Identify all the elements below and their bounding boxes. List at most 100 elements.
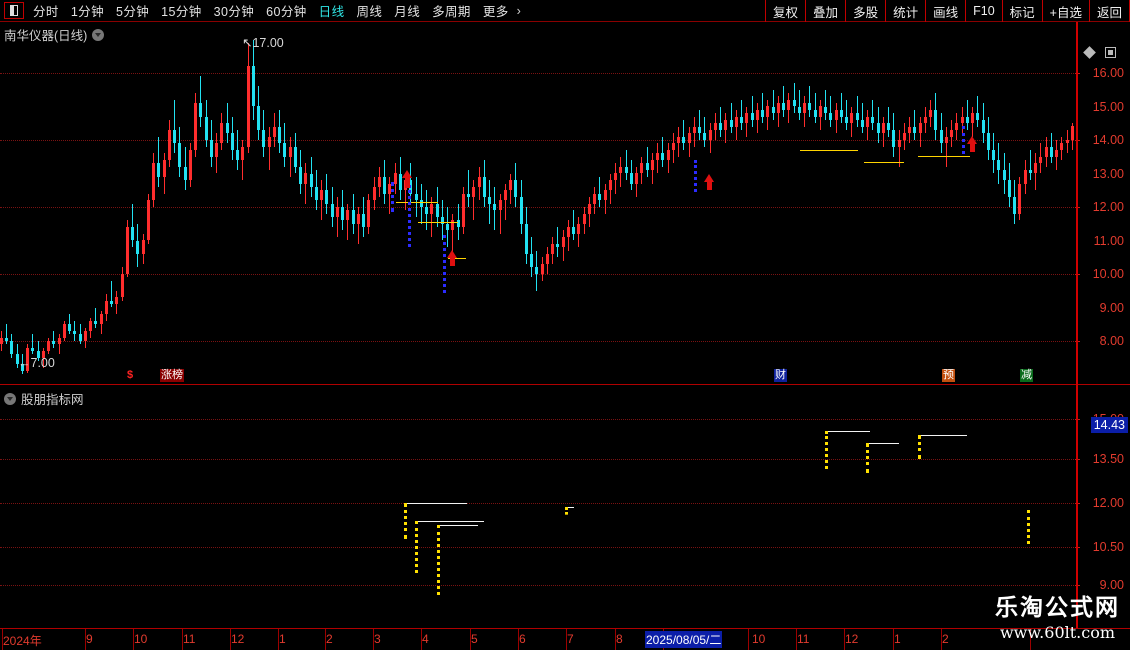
candlestick <box>835 103 838 134</box>
candle-body <box>740 116 743 124</box>
selected-date-badge[interactable]: 2025/08/05/二 <box>645 631 723 648</box>
event-marker[interactable]: 财 <box>774 369 787 382</box>
indicator-plot-area[interactable] <box>0 385 1130 628</box>
candle-body <box>509 180 512 191</box>
maximize-icon[interactable] <box>1105 47 1116 58</box>
price-axis-label: 16.00 <box>1092 66 1124 80</box>
candlestick <box>955 113 958 140</box>
candlestick <box>551 237 554 264</box>
period-60min[interactable]: 60分钟 <box>266 5 307 19</box>
candlestick <box>58 334 61 355</box>
date-axis[interactable]: 2024年 9 10 11 12 1 2 3 4 5 6 7 8 10 11 12 1 2 2025/08/05/二 <box>0 628 1130 650</box>
indicator-pane-header[interactable]: 股朋指标网 <box>4 389 84 408</box>
event-marker[interactable]: 预 <box>942 369 955 382</box>
candlestick <box>740 99 743 130</box>
candlestick <box>462 186 465 234</box>
candlestick <box>504 183 507 221</box>
candlestick <box>583 207 586 234</box>
candle-body <box>572 227 575 234</box>
candlestick <box>278 109 281 154</box>
candle-body <box>619 166 622 174</box>
trendline-overlay[interactable] <box>918 156 970 157</box>
candlestick <box>89 317 92 338</box>
candle-body <box>625 166 628 174</box>
candlestick <box>803 96 806 127</box>
candle-body <box>415 193 418 201</box>
trendline-overlay[interactable] <box>418 222 458 223</box>
candle-body <box>152 163 155 201</box>
trendline-overlay[interactable] <box>448 258 466 259</box>
period-monthly[interactable]: 月线 <box>394 5 421 19</box>
button-tongji[interactable]: 统计 <box>885 0 925 22</box>
period-daily[interactable]: 日线 <box>318 5 345 19</box>
trendline-overlay[interactable] <box>396 202 438 203</box>
price-axis-label: 15.00 <box>1092 99 1124 114</box>
candle-wick <box>158 136 159 187</box>
button-back[interactable]: 返回 <box>1088 0 1130 22</box>
candlestick <box>199 76 202 127</box>
period-weekly[interactable]: 周线 <box>356 5 383 19</box>
button-duogu[interactable]: 多股 <box>845 0 885 22</box>
candlestick <box>556 227 559 258</box>
candlestick <box>929 99 932 127</box>
candlestick <box>1060 136 1063 161</box>
gridline <box>0 274 1076 275</box>
indicator-signal-bar <box>404 503 407 539</box>
button-add-favorite[interactable]: +自选 <box>1041 0 1089 22</box>
diamond-icon[interactable] <box>1083 46 1096 59</box>
candle-body <box>808 103 811 110</box>
main-price-axis: 16.00 15.00 14.00 13.00 12.00 11.00 10.00 9.00 8… <box>1076 22 1130 384</box>
candle-body <box>541 263 544 274</box>
period-5min[interactable]: 5分钟 <box>115 5 150 19</box>
event-marker[interactable]: 涨榜 <box>160 369 184 382</box>
candlestick <box>189 143 192 187</box>
date-separator <box>470 629 471 650</box>
period-multi[interactable]: 多周期 <box>432 5 471 19</box>
button-huaxian[interactable]: 画线 <box>925 0 965 22</box>
candlestick <box>656 143 659 174</box>
candle-body <box>304 173 307 184</box>
candle-wick <box>783 86 784 117</box>
candle-wick <box>32 334 33 355</box>
main-pane-header[interactable]: 南华仪器(日线) <box>4 25 105 44</box>
period-more[interactable]: 更多 <box>482 5 509 19</box>
chevron-right-icon[interactable]: › <box>516 3 522 18</box>
candlestick <box>525 207 528 264</box>
event-marker[interactable]: $ <box>127 369 134 381</box>
gridline <box>0 341 1076 342</box>
candle-body <box>730 119 733 127</box>
candle-wick <box>977 96 978 127</box>
period-1min[interactable]: 1分钟 <box>70 5 104 19</box>
button-biaoji[interactable]: 标记 <box>1001 0 1042 22</box>
candle-body <box>793 99 796 107</box>
period-15min[interactable]: 15分钟 <box>161 5 202 19</box>
candle-body <box>462 193 465 228</box>
button-diejia[interactable]: 叠加 <box>805 0 845 22</box>
candle-body <box>1003 170 1006 181</box>
candle-body <box>73 330 76 335</box>
candle-body <box>215 143 218 157</box>
candlestick <box>478 166 481 201</box>
candlestick <box>1045 136 1048 167</box>
chevron-down-icon[interactable] <box>4 392 16 405</box>
event-marker[interactable]: 减 <box>1020 369 1033 382</box>
candlestick <box>667 143 670 174</box>
candlestick <box>399 156 402 201</box>
main-price-pane: 南华仪器(日线) ↖17.00 ←7.00 $ 涨榜 财 预 减 16.00 15.00 14.… <box>0 22 1130 384</box>
period-fenshi[interactable]: 分时 <box>33 5 59 19</box>
candle-body <box>609 180 612 191</box>
candle-body <box>787 99 790 110</box>
panel-layout-icon[interactable] <box>4 2 24 19</box>
candle-body <box>257 106 260 130</box>
candlestick <box>1018 176 1021 221</box>
indicator-pane-title: 股朋指标网 <box>21 393 84 407</box>
button-f10[interactable]: F10 <box>965 0 1002 22</box>
main-plot-area[interactable]: ↖17.00 ←7.00 $ 涨榜 财 预 减 <box>0 22 1130 384</box>
chevron-down-icon[interactable] <box>92 28 105 41</box>
trendline-overlay[interactable] <box>800 150 858 151</box>
period-30min[interactable]: 30分钟 <box>213 5 255 19</box>
trendline-overlay[interactable] <box>864 162 904 163</box>
candlestick <box>257 86 260 140</box>
candlestick <box>5 324 8 345</box>
button-fuquan[interactable]: 复权 <box>765 0 805 22</box>
